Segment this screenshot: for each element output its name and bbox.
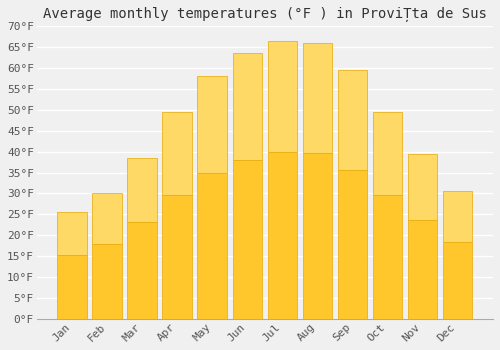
Bar bbox=[442, 243, 472, 319]
Bar bbox=[408, 154, 438, 220]
Bar bbox=[162, 195, 192, 319]
Bar bbox=[162, 112, 192, 195]
Bar bbox=[198, 76, 228, 173]
Bar bbox=[268, 152, 298, 319]
Bar bbox=[58, 255, 87, 319]
Bar bbox=[372, 112, 402, 195]
Bar bbox=[408, 220, 438, 319]
Bar bbox=[92, 244, 122, 319]
Bar bbox=[442, 191, 472, 243]
Bar bbox=[92, 194, 122, 244]
Bar bbox=[372, 195, 402, 319]
Bar bbox=[302, 43, 332, 153]
Bar bbox=[302, 153, 332, 319]
Bar bbox=[232, 54, 262, 160]
Bar bbox=[128, 222, 157, 319]
Bar bbox=[128, 158, 157, 222]
Bar bbox=[232, 160, 262, 319]
Bar bbox=[338, 170, 368, 319]
Title: Average monthly temperatures (°F ) in ProviȚta de Sus: Average monthly temperatures (°F ) in Pr… bbox=[43, 7, 487, 22]
Bar bbox=[268, 41, 298, 152]
Bar bbox=[198, 173, 228, 319]
Bar bbox=[338, 70, 368, 170]
Bar bbox=[58, 212, 87, 255]
